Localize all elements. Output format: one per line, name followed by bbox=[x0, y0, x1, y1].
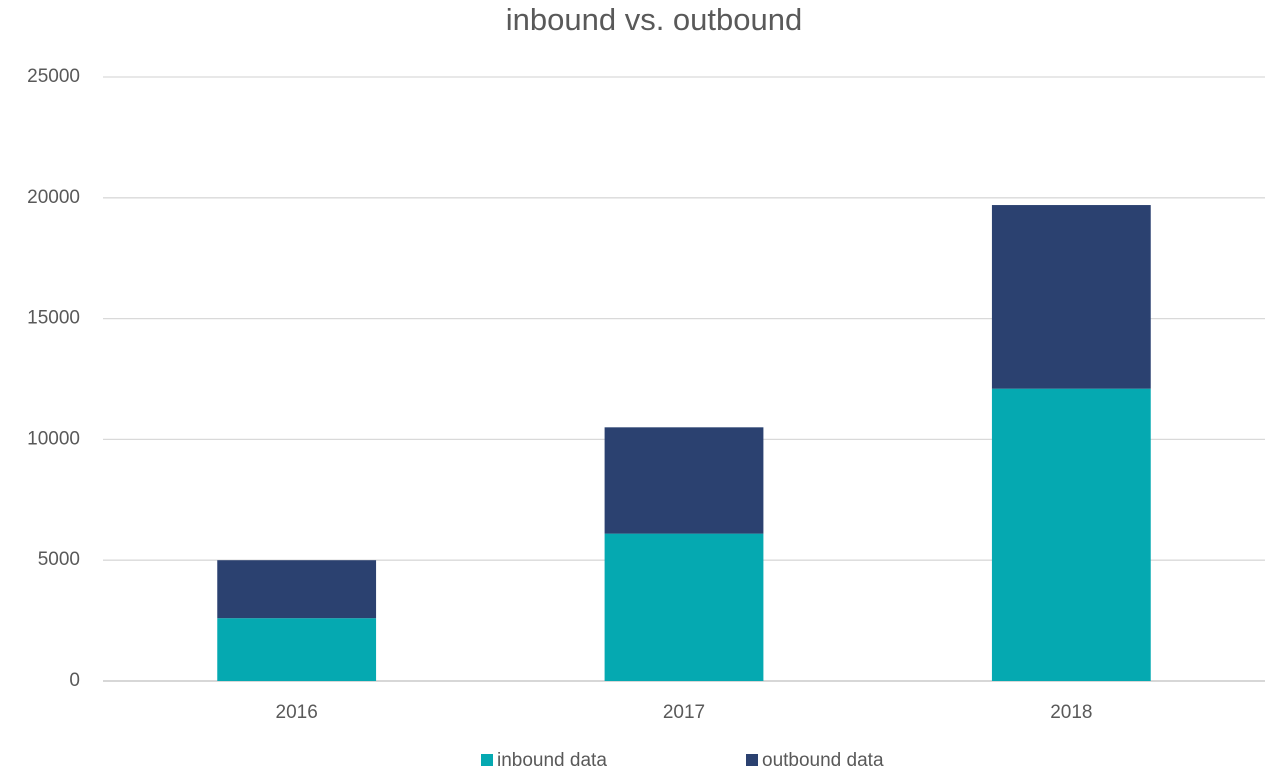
legend-label: outbound data bbox=[762, 750, 884, 771]
x-tick-label: 2017 bbox=[663, 702, 705, 723]
bar-segment bbox=[604, 533, 764, 681]
y-tick-label: 20000 bbox=[27, 187, 80, 208]
x-tick-label: 2016 bbox=[276, 702, 318, 723]
chart-title: inbound vs. outbound bbox=[506, 2, 802, 37]
y-tick-label: 5000 bbox=[38, 549, 80, 570]
legend-swatch bbox=[481, 754, 493, 766]
legend-label: inbound data bbox=[497, 750, 607, 771]
y-tick-label: 10000 bbox=[27, 428, 80, 449]
bar-segment bbox=[217, 560, 377, 619]
y-tick-label: 25000 bbox=[27, 66, 80, 87]
bar-segment bbox=[991, 388, 1151, 681]
bar-segment bbox=[604, 427, 764, 534]
legend-swatch bbox=[746, 754, 758, 766]
bar-segment bbox=[991, 205, 1151, 389]
x-tick-label: 2018 bbox=[1050, 702, 1092, 723]
y-tick-label: 15000 bbox=[27, 308, 80, 329]
bar-segment bbox=[217, 618, 377, 681]
y-tick-label: 0 bbox=[69, 670, 80, 691]
